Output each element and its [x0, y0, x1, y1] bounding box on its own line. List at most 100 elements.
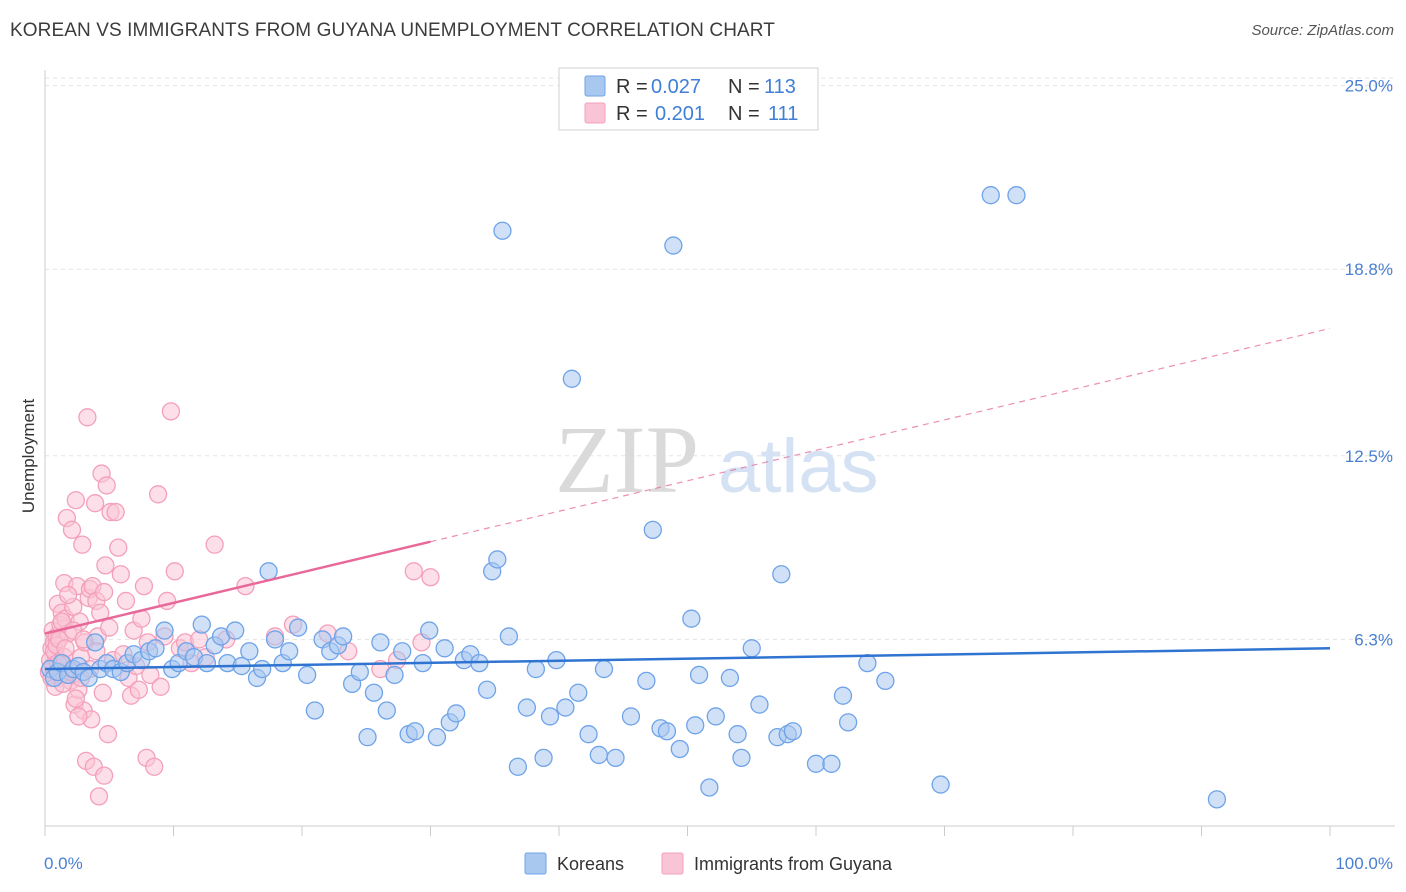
koreans-point-92	[700, 778, 719, 797]
koreans-point-81	[606, 748, 625, 768]
y-tick-label-2: 18.8%	[1345, 260, 1393, 279]
guyana-point-52	[111, 565, 130, 584]
koreans-point-90	[686, 716, 705, 735]
grid-lines	[45, 77, 1395, 640]
koreans-point-44	[333, 627, 353, 646]
bottom-legend-label-guyana: Immigrants from Guyana	[694, 854, 893, 874]
koreans-point-40	[305, 701, 325, 720]
trend-line-guyana	[44, 540, 431, 635]
guyana-point-21	[66, 491, 85, 510]
y-axis-tick-labels: 6.3% 12.5% 18.8% 25.0%	[1345, 77, 1393, 650]
guyana-point-71	[165, 562, 184, 581]
guyana-point-59	[129, 680, 148, 699]
guyana-point-51	[109, 538, 128, 557]
koreans-point-80	[594, 659, 614, 679]
koreans-point-48	[364, 683, 384, 702]
guyana-point-104	[66, 689, 85, 708]
watermark: ZIP atlas	[555, 406, 879, 513]
watermark-zip: ZIP	[555, 406, 699, 513]
koreans-point-88	[670, 739, 689, 759]
koreans-point-111	[1207, 790, 1227, 809]
y-axis-label: Unemployment	[19, 399, 38, 514]
y-tick-label-1: 12.5%	[1345, 447, 1393, 466]
guyana-point-50	[106, 502, 125, 522]
guyana-point-47	[100, 618, 119, 637]
koreans-point-71	[526, 659, 546, 679]
source-label: Source: ZipAtlas.com	[1251, 22, 1394, 39]
legend-n-value-koreans: 113	[764, 76, 796, 98]
guyana-point-101	[58, 585, 78, 605]
guyana-point-54	[116, 591, 136, 611]
koreans-point-58	[435, 639, 454, 658]
koreans-point-56	[420, 621, 439, 640]
koreans-point-46	[350, 662, 369, 682]
guyana-point-42	[93, 683, 112, 702]
guyana-point-88	[421, 568, 440, 587]
series-legend: Koreans Immigrants from Guyana	[524, 852, 893, 875]
koreans-point-97	[742, 639, 761, 658]
koreans-point-34	[259, 562, 278, 581]
guyana-point-70	[161, 402, 181, 421]
koreans-point-107	[876, 671, 895, 691]
koreans-point-110	[1007, 186, 1026, 205]
legend-n-value-guyana: 111	[768, 103, 798, 125]
koreans-point-77	[569, 683, 588, 702]
koreans-point-103	[806, 754, 826, 773]
koreans-point-98	[750, 695, 769, 714]
trend-lines	[44, 327, 1331, 671]
trend-line-koreans	[44, 647, 1331, 671]
koreans-point-19	[155, 621, 174, 640]
watermark-atlas: atlas	[718, 424, 879, 509]
koreans-point-39	[297, 665, 317, 685]
koreans-point-49	[371, 633, 390, 652]
series-guyana-points	[39, 402, 440, 806]
guyana-point-65	[145, 757, 164, 776]
koreans-point-105	[833, 686, 853, 705]
koreans-point-91	[689, 665, 709, 685]
koreans-point-67	[493, 221, 512, 240]
koreans-point-9	[85, 633, 105, 652]
legend-n-label-koreans: N =	[728, 76, 760, 98]
legend-r-label-guyana: R =	[616, 103, 648, 125]
guyana-point-45	[97, 476, 116, 495]
bottom-legend-label-koreans: Koreans	[557, 854, 624, 874]
y-tick-label-3: 25.0%	[1345, 77, 1393, 96]
koreans-point-69	[508, 757, 528, 776]
guyana-point-30	[78, 408, 97, 427]
guyana-point-26	[73, 535, 92, 554]
koreans-point-89	[682, 609, 701, 628]
koreans-point-68	[499, 627, 519, 646]
koreans-point-104	[822, 754, 841, 773]
koreans-point-75	[556, 698, 575, 717]
koreans-point-82	[621, 707, 641, 726]
guyana-point-66	[148, 485, 168, 504]
x-axis-ticks	[44, 826, 1331, 836]
koreans-point-37	[279, 642, 299, 661]
trend-line-guyana-extension	[430, 327, 1331, 543]
koreans-point-60	[447, 704, 466, 723]
koreans-point-84	[643, 520, 662, 539]
guyana-point-61	[134, 576, 154, 596]
guyana-point-67	[151, 677, 170, 696]
koreans-point-24	[192, 615, 211, 634]
koreans-point-109	[981, 186, 1000, 205]
y-tick-label-0: 6.3%	[1354, 630, 1393, 649]
koreans-point-47	[358, 728, 377, 747]
koreans-point-31	[240, 642, 259, 661]
guyana-point-87	[404, 562, 423, 581]
bottom-legend-swatch-koreans	[524, 852, 547, 875]
axes	[44, 70, 1395, 827]
guyana-point-39	[89, 787, 109, 806]
koreans-point-100	[772, 565, 791, 584]
x-tick-label-min: 0.0%	[44, 854, 83, 873]
koreans-point-70	[517, 698, 537, 717]
koreans-point-78	[579, 725, 598, 744]
guyana-point-77	[205, 535, 224, 554]
koreans-point-95	[728, 725, 747, 744]
koreans-point-51	[385, 665, 404, 685]
guyana-point-44	[96, 556, 115, 575]
koreans-point-86	[657, 722, 677, 741]
koreans-point-54	[405, 722, 425, 741]
koreans-point-93	[706, 707, 725, 726]
koreans-point-96	[732, 748, 751, 768]
